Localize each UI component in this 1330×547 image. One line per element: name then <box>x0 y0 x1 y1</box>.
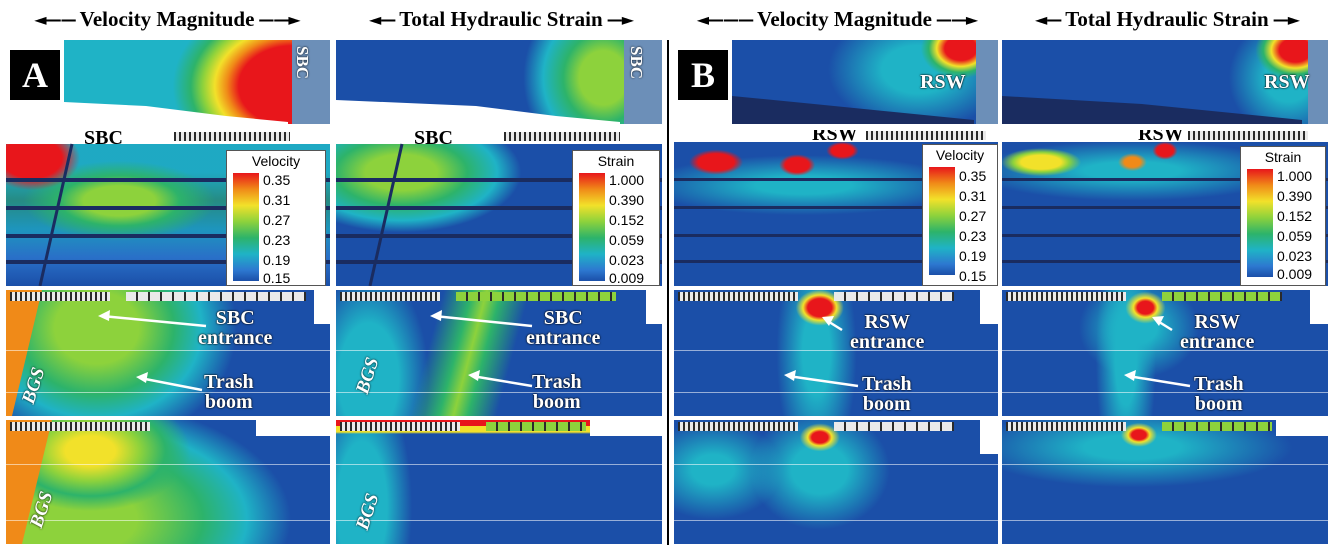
header-velocity-b: ◄——— Velocity Magnitude ——► <box>670 6 1004 32</box>
header-strain-a: ◄— Total Hydraulic Strain —► <box>334 6 668 32</box>
legend-tick: 0.27 <box>263 212 291 228</box>
legend-tick: 0.15 <box>959 268 987 284</box>
b-trash-label-strain: Trash boom <box>1194 373 1244 415</box>
legend-tick: 0.009 <box>1277 266 1313 282</box>
b-strain-plan: RSW Strain 1.000 0.390 0.152 0.059 0.023… <box>1002 130 1328 286</box>
arrow-left-icon: ◄—— <box>34 9 76 29</box>
a-strain-forebay-1: BGS SBC entrance Trash boom <box>336 290 662 416</box>
elevation-floor <box>64 102 288 124</box>
strain-legend-b: Strain 1.000 0.390 0.152 0.059 0.023 0.0… <box>1240 146 1326 286</box>
b-velocity-forebay-2 <box>674 420 998 544</box>
elevation-floor <box>732 96 974 124</box>
header-strain-b: ◄— Total Hydraulic Strain —► <box>1004 6 1330 32</box>
legend-tick: 0.19 <box>263 252 291 268</box>
a-plan-diagonal <box>368 143 404 286</box>
arrow-left-icon: ◄——— <box>696 9 754 29</box>
b-velocity-plan: RSW Velocity 0.35 0.31 0.27 0.23 0.19 0.… <box>674 130 998 286</box>
legend-colorbar <box>579 173 605 281</box>
a-velocity-plan: SBC Velocity 0.35 0.31 0.27 0.23 0.19 0.… <box>6 130 330 286</box>
velocity-legend-a: Velocity 0.35 0.31 0.27 0.23 0.19 0.15 <box>226 150 326 286</box>
arrow-left-icon: ◄— <box>368 9 396 29</box>
b-velocity-forebay-1: RSW entrance Trash boom <box>674 290 998 416</box>
b-arrows <box>784 316 859 388</box>
legend-tick: 0.31 <box>263 192 291 208</box>
legend-tick: 0.059 <box>609 232 645 248</box>
elevation-floor <box>336 100 620 124</box>
a-trash-label-strain: Trash boom <box>532 371 582 413</box>
legend-title: Strain <box>1264 149 1302 165</box>
velocity-legend-b: Velocity 0.35 0.31 0.27 0.23 0.19 0.15 <box>922 144 998 286</box>
a-strain-elevation: SBC <box>336 40 662 124</box>
panel-b-letter: B <box>678 50 728 100</box>
legend-tick: 0.009 <box>609 270 645 286</box>
legend-tick: 0.023 <box>609 252 645 268</box>
elevation-floor <box>1002 96 1302 124</box>
legend-colorbar <box>1247 169 1273 277</box>
header-velocity-a: ◄—— Velocity Magnitude ——► <box>0 6 334 32</box>
a-plan-diagonal <box>38 143 74 286</box>
b-entrance-label-strain: RSW entrance <box>1180 311 1255 353</box>
header-label: Velocity Magnitude <box>79 6 255 31</box>
legend-tick: 0.390 <box>1277 188 1313 204</box>
a-sbc-label-plan: SBC <box>84 130 123 149</box>
a-strain-forebay-2: BGS <box>336 420 662 544</box>
header-label: Total Hydraulic Strain <box>399 6 603 31</box>
b-rsw-label-top: RSW <box>920 71 966 93</box>
panel-a-letter: A <box>10 50 60 100</box>
a-entrance-label-strain: SBC entrance <box>526 307 601 349</box>
legend-tick: 0.27 <box>959 208 987 224</box>
legend-tick: 0.390 <box>609 192 645 208</box>
b-trash-label: Trash boom <box>862 373 912 415</box>
b-velocity-elevation: RSW <box>674 40 998 124</box>
legend-tick: 0.023 <box>1277 248 1313 264</box>
a-entrance-label: SBC entrance <box>198 307 273 349</box>
legend-tick: 1.000 <box>1277 168 1313 184</box>
a-arrows <box>98 310 207 392</box>
arrow-right-icon: ——► <box>935 9 978 29</box>
arrow-left-icon: ◄— <box>1034 9 1062 29</box>
panel-divider <box>667 40 669 545</box>
a-velocity-forebay-1: BGS SBC entrance Trash boom <box>6 290 330 416</box>
legend-tick: 0.35 <box>263 172 291 188</box>
legend-title: Velocity <box>935 147 985 163</box>
legend-title: Velocity <box>251 153 301 169</box>
legend-tick: 0.23 <box>263 232 291 248</box>
arrow-right-icon: ——► <box>258 9 300 29</box>
header-label: Velocity Magnitude <box>757 6 932 31</box>
b-rsw-label-plan-strain: RSW <box>1138 130 1184 145</box>
b-strain-forebay-1: RSW entrance Trash boom <box>1002 290 1328 416</box>
a-strain-plan: SBC Strain 1.000 0.390 0.152 0.059 0.023… <box>336 130 662 286</box>
legend-tick: 0.35 <box>959 168 987 184</box>
legend-tick: 0.152 <box>1277 208 1313 224</box>
a-sbc-label-top: SBC <box>293 46 312 80</box>
legend-tick: 0.15 <box>263 270 291 286</box>
a-sbc-label-top-strain: SBC <box>627 46 646 80</box>
b-strain-elevation: RSW <box>1002 40 1328 124</box>
legend-tick: 1.000 <box>609 172 645 188</box>
legend-tick: 0.19 <box>959 248 987 264</box>
strain-legend-a: Strain 1.000 0.390 0.152 0.059 0.023 0.0… <box>572 150 660 286</box>
a-velocity-elevation: SBC <box>6 40 330 124</box>
b-strain-forebay-2 <box>1002 420 1328 544</box>
legend-tick: 0.31 <box>959 188 987 204</box>
a-arrows-strain <box>430 310 533 388</box>
b-arrows-strain <box>1124 316 1191 388</box>
b-entrance-label: RSW entrance <box>850 311 925 353</box>
arrow-right-icon: —► <box>606 9 634 29</box>
legend-colorbar <box>929 167 955 275</box>
legend-tick: 0.152 <box>609 212 645 228</box>
b-rsw-label-plan: RSW <box>812 130 858 145</box>
header-label: Total Hydraulic Strain <box>1065 6 1269 31</box>
a-velocity-forebay-2: BGS <box>6 420 330 544</box>
legend-tick: 0.059 <box>1277 228 1313 244</box>
a-trash-label: Trash boom <box>204 371 254 413</box>
legend-colorbar <box>233 173 259 281</box>
a-bgs-wedge <box>6 290 42 416</box>
b-rsw-label-top-strain: RSW <box>1264 71 1310 93</box>
a-sbc-label-plan-strain: SBC <box>414 130 453 149</box>
legend-title: Strain <box>597 153 635 169</box>
a-bgs-wedge-2 <box>6 420 52 544</box>
arrow-right-icon: —► <box>1272 9 1300 29</box>
legend-tick: 0.23 <box>959 228 987 244</box>
